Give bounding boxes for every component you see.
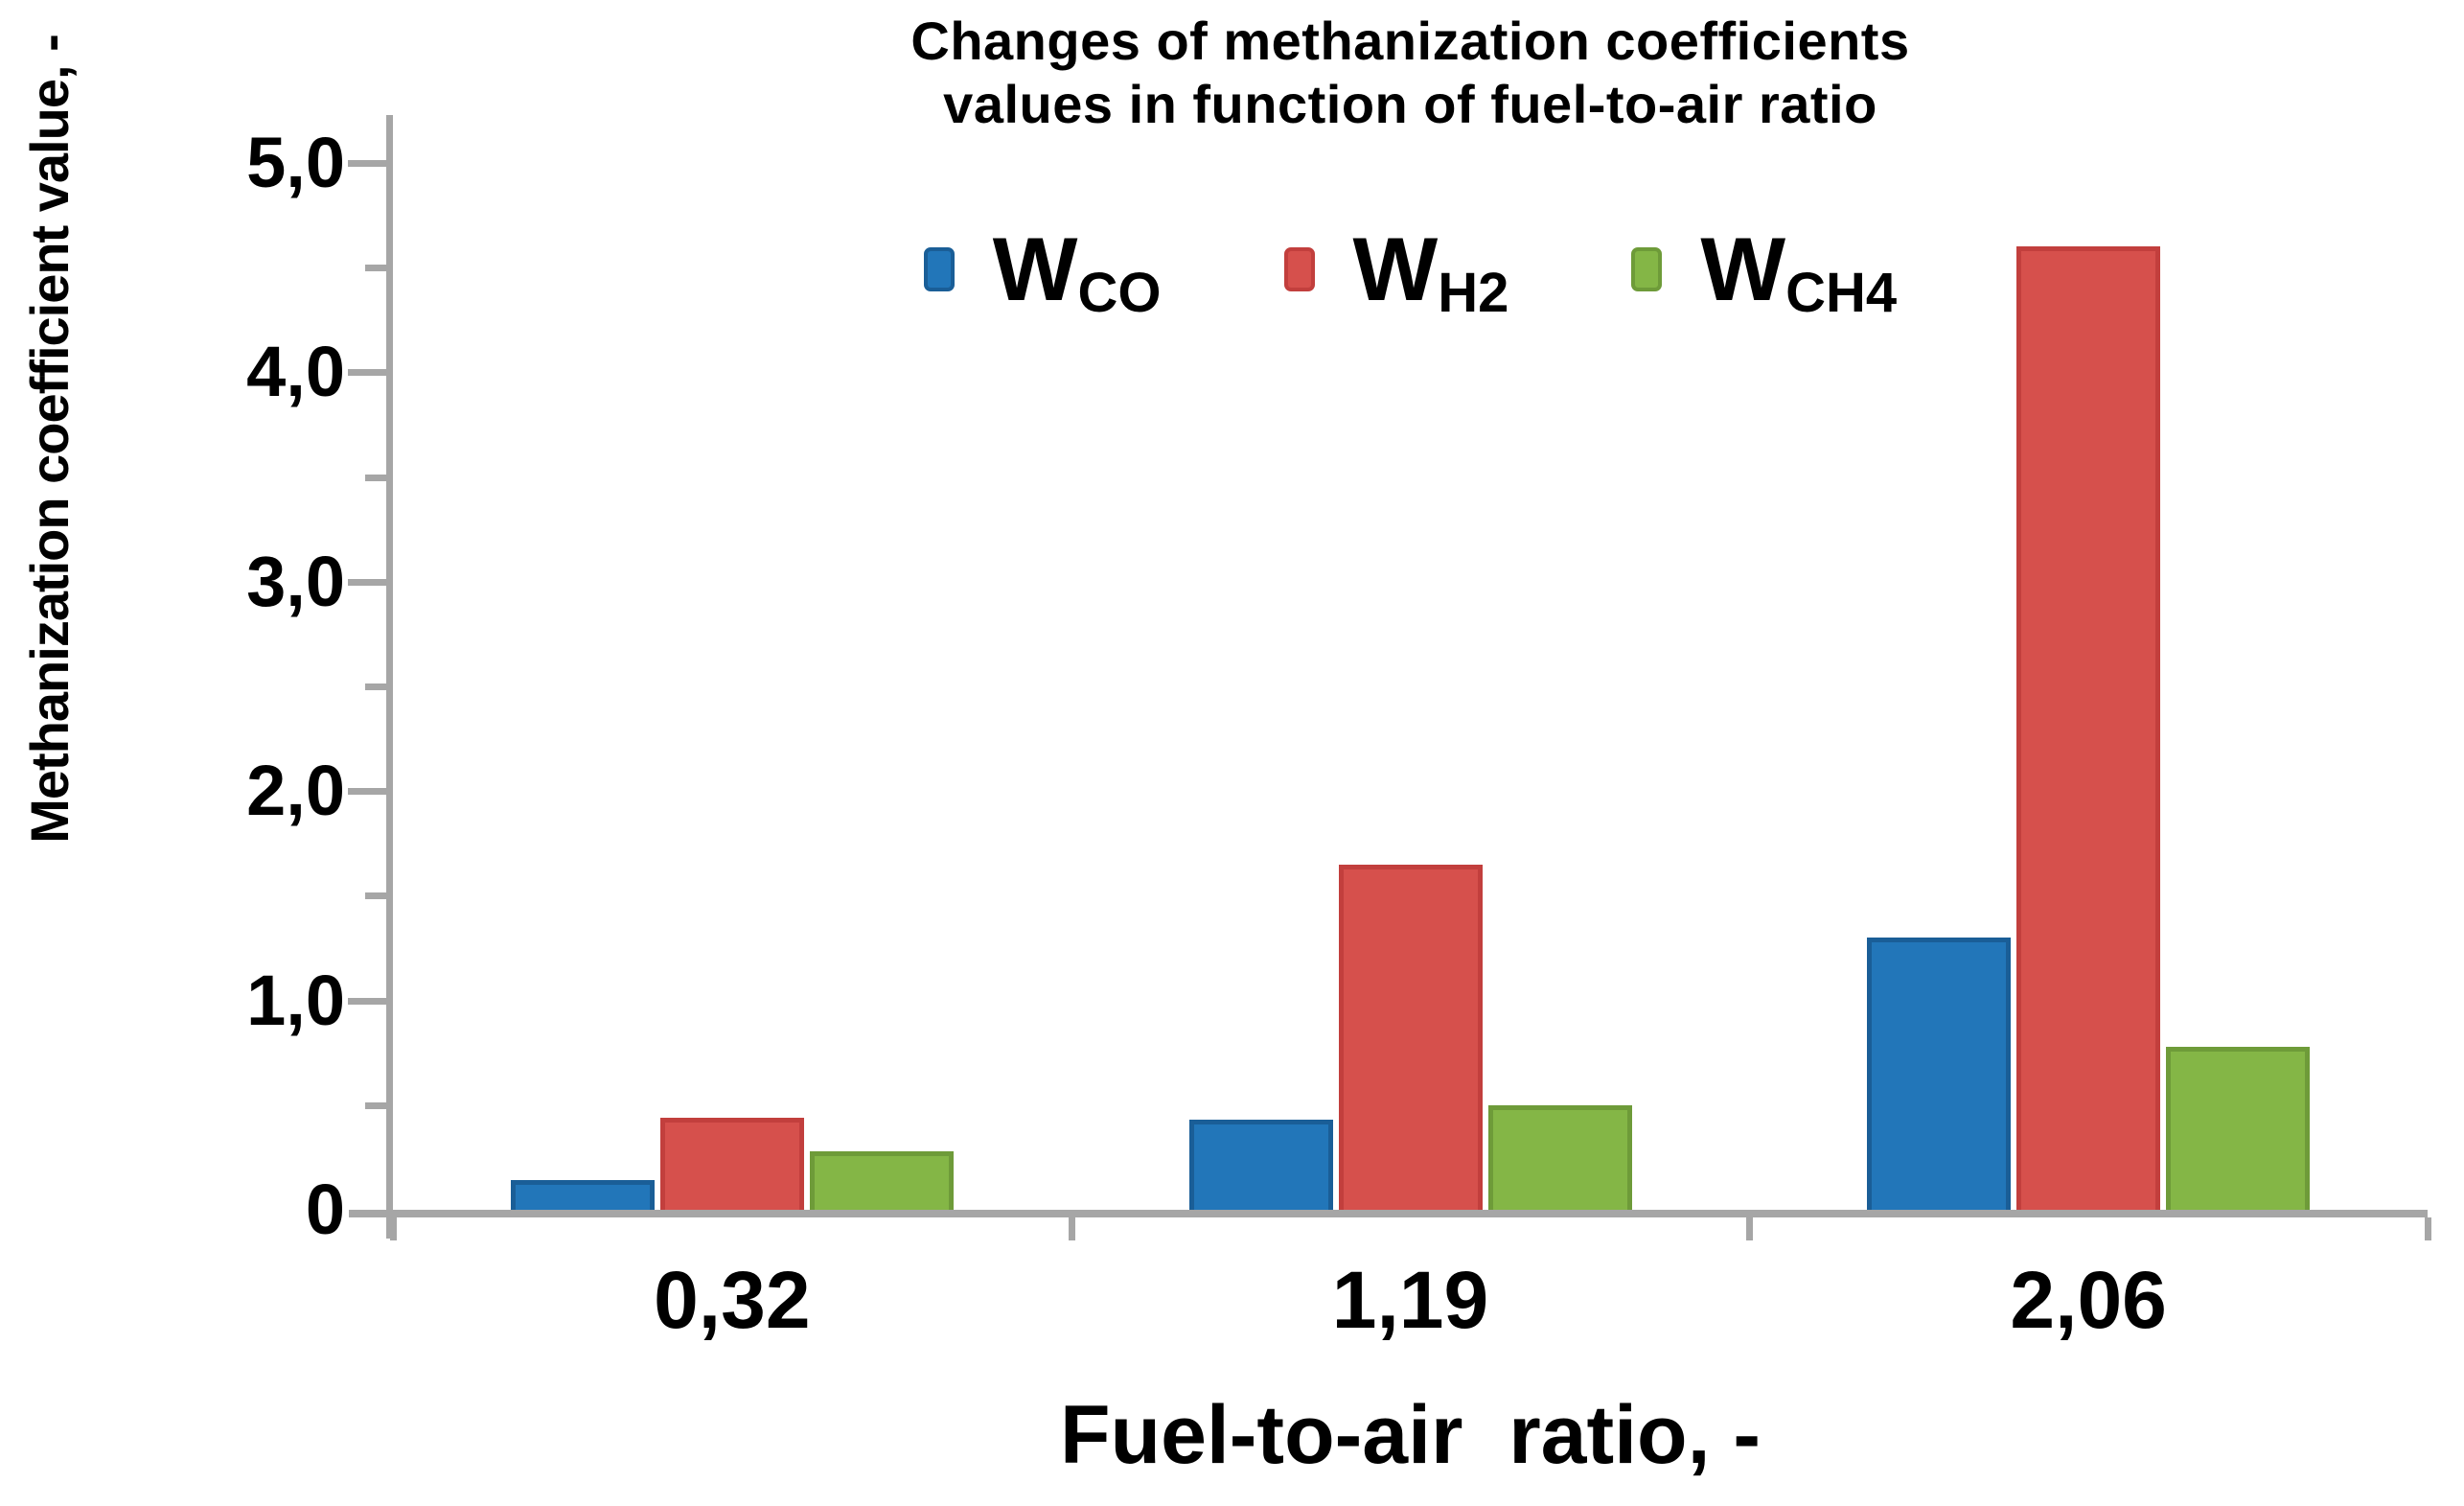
y-tick bbox=[348, 578, 386, 586]
y-tick-label: 2,0 bbox=[246, 751, 345, 831]
bar-w-ch4-1 bbox=[1488, 1105, 1632, 1210]
x-axis-title: Fuel-to-air ratio, - bbox=[1060, 1389, 1761, 1481]
y-tick bbox=[348, 997, 386, 1005]
x-category-label: 1,19 bbox=[1331, 1255, 1489, 1345]
legend-symbol: W bbox=[1352, 219, 1439, 319]
legend-label-w-h2: WH2 bbox=[1353, 224, 1509, 321]
legend-item-w-co: WCO bbox=[923, 224, 1162, 321]
chart-title: Changes of methanization coefficients va… bbox=[393, 10, 2428, 136]
bar-w-co-0 bbox=[511, 1180, 655, 1210]
legend-subscript: CH4 bbox=[1785, 262, 1898, 324]
y-tick bbox=[348, 369, 386, 377]
y-tick bbox=[348, 788, 386, 796]
legend-subscript: H2 bbox=[1438, 262, 1509, 324]
x-tick bbox=[1746, 1217, 1754, 1240]
legend-swatch-w-h2 bbox=[1283, 247, 1315, 291]
chart-title-line1: Changes of methanization coefficients bbox=[910, 11, 1910, 71]
y-tick bbox=[365, 683, 386, 690]
bar-w-ch4-2 bbox=[2166, 1047, 2310, 1210]
x-category-label: 2,06 bbox=[2010, 1255, 2167, 1345]
legend: WCO WH2 WCH4 bbox=[393, 217, 2428, 322]
y-tick bbox=[365, 892, 386, 900]
legend-item-w-ch4: WCH4 bbox=[1631, 224, 1897, 321]
x-axis-line bbox=[349, 1210, 2428, 1217]
legend-label-w-ch4: WCH4 bbox=[1700, 224, 1897, 321]
y-tick bbox=[365, 265, 386, 272]
x-tick bbox=[390, 1217, 397, 1240]
legend-symbol: W bbox=[992, 219, 1078, 319]
y-tick bbox=[348, 160, 386, 167]
bar-w-ch4-0 bbox=[810, 1151, 954, 1210]
legend-swatch-w-ch4 bbox=[1631, 247, 1663, 291]
legend-item-w-h2: WH2 bbox=[1283, 224, 1509, 321]
x-category-label: 0,32 bbox=[654, 1255, 811, 1345]
y-tick bbox=[365, 474, 386, 481]
y-tick-label: 3,0 bbox=[246, 541, 345, 621]
x-tick bbox=[2425, 1217, 2431, 1240]
y-tick bbox=[365, 1101, 386, 1109]
chart-title-line2: values in function of fuel-to-air ratio bbox=[943, 74, 1877, 134]
bar-w-h2-1 bbox=[1339, 865, 1483, 1210]
legend-label-w-co: WCO bbox=[993, 224, 1162, 321]
y-tick-label: 1,0 bbox=[246, 960, 345, 1040]
legend-symbol: W bbox=[1700, 219, 1786, 319]
legend-swatch-w-co bbox=[923, 247, 955, 291]
y-tick-label: 4,0 bbox=[246, 332, 345, 412]
y-axis-line bbox=[386, 115, 393, 1239]
x-tick bbox=[1068, 1217, 1075, 1240]
y-tick-label: 0 bbox=[305, 1170, 345, 1249]
bar-w-co-1 bbox=[1189, 1120, 1333, 1210]
y-tick-label: 5,0 bbox=[246, 123, 345, 202]
bar-w-co-2 bbox=[1867, 938, 2011, 1210]
legend-subscript: CO bbox=[1077, 262, 1162, 324]
bar-w-h2-2 bbox=[2016, 246, 2160, 1210]
bar-w-h2-0 bbox=[660, 1118, 804, 1210]
